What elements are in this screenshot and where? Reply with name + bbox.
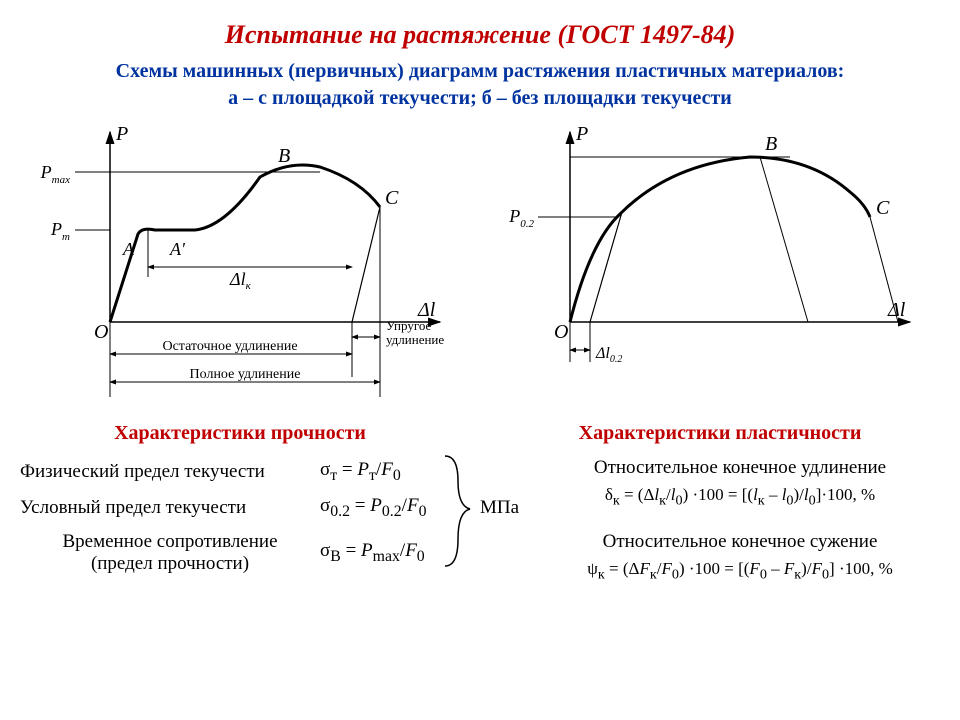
- r3-formula: σB = Pmax/F0: [320, 540, 460, 566]
- svg-text:Δlк: Δlк: [229, 269, 252, 292]
- subtitle-line1: Схемы машинных (первичных) диаграмм раст…: [116, 60, 845, 82]
- diagram-a: P Δl O Pmax Pт A A' B C Δlк Остаточное у…: [40, 123, 445, 397]
- point-B-b: B: [765, 133, 777, 155]
- total-label: Полное удлинение: [190, 367, 301, 382]
- r2-label: Условный предел текучести: [20, 497, 320, 519]
- page-title: Испытание на растяжение (ГОСТ 1497-84): [0, 0, 960, 50]
- svg-text:удлинение: удлинение: [386, 332, 444, 347]
- residual-label: Остаточное удлинение: [162, 339, 297, 354]
- r3-label: Временное сопротивление (предел прочност…: [20, 531, 320, 575]
- origin-b: O: [554, 321, 568, 343]
- svg-text:Pmax: Pmax: [40, 162, 70, 186]
- svg-text:A': A': [169, 239, 186, 259]
- characteristics-row: Характеристики прочности Физический пред…: [0, 422, 960, 589]
- p2-formula: ψк = (ΔFк/F0) ·100 = [(F0 – Fк)/F0] ·100…: [540, 559, 940, 583]
- r1-formula: σт = Pт/F0: [320, 459, 460, 485]
- tensile-diagrams-svg: P Δl O Pmax Pт A A' B C Δlк Остаточное у…: [20, 122, 940, 412]
- strength-header: Характеристики прочности: [0, 422, 480, 445]
- diagram-b: P Δl O P0.2 B C Δl0.2: [508, 123, 910, 365]
- subtitle: Схемы машинных (первичных) диаграмм раст…: [0, 58, 960, 112]
- point-C-a: C: [385, 187, 399, 209]
- plasticity-header: Характеристики пластичности: [480, 422, 960, 445]
- point-C-b: C: [876, 197, 890, 219]
- svg-text:Pт: Pт: [50, 219, 70, 243]
- svg-text:Упругое: Упругое: [386, 318, 432, 333]
- svg-text:Δl0.2: Δl0.2: [595, 345, 622, 365]
- diagram-area: P Δl O Pmax Pт A A' B C Δlк Остаточное у…: [20, 122, 940, 412]
- p1-label: Относительное конечное удлинение: [540, 457, 940, 479]
- subtitle-line2: а – с площадкой текучести; б – без площа…: [228, 87, 732, 109]
- axis-y-b: P: [575, 123, 588, 145]
- strength-formulas: Физический предел текучести σт = Pт/F0 У…: [0, 445, 480, 589]
- curve-b: [570, 157, 870, 322]
- point-A: A: [122, 239, 135, 259]
- p1-formula: δк = (Δlк/l0) ·100 = [(lк – l0)/l0]·100,…: [540, 485, 940, 509]
- plasticity-formulas: Относительное конечное удлинение δк = (Δ…: [480, 445, 960, 588]
- curve-a: [110, 165, 380, 322]
- r1-label: Физический предел текучести: [20, 461, 320, 483]
- p2-label: Относительное конечное сужение: [540, 531, 940, 553]
- origin-a: O: [94, 321, 108, 343]
- unit-mpa: МПа: [480, 497, 519, 519]
- r2-formula: σ0.2 = P0.2/F0: [320, 495, 460, 521]
- svg-text:P0.2: P0.2: [508, 206, 534, 230]
- axis-y-a: P: [115, 123, 128, 145]
- point-B-a: B: [278, 145, 290, 167]
